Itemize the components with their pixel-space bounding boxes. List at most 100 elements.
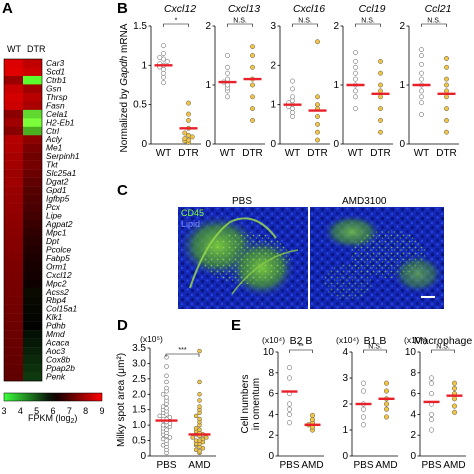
y-tick-label: 4 [410, 409, 416, 420]
category-label: WT [414, 148, 430, 159]
data-point [225, 76, 230, 82]
data-point [353, 88, 358, 94]
data-point [428, 411, 435, 417]
heatmap-cell-dtr [23, 177, 42, 187]
data-point [164, 58, 170, 64]
heatmap-cell-wt [4, 313, 23, 322]
data-point [160, 436, 166, 442]
data-point [353, 94, 358, 100]
data-point [161, 43, 166, 49]
significance-label: * [175, 18, 178, 25]
significance-bracket [292, 23, 318, 27]
data-point [286, 406, 293, 412]
data-point [451, 385, 458, 391]
significance-label: N.S. [233, 18, 247, 25]
heatmap-cell-dtr [23, 321, 42, 331]
y-tick-label: 8 [410, 368, 416, 379]
y-tick-label: 1.5 [133, 21, 147, 32]
gene-plot-5: 0 1 2 WT DTR N.S. Ccl21 [399, 3, 459, 159]
data-point [286, 411, 293, 417]
heatmap-gene-label: Mmd [46, 329, 65, 339]
category-label: WT [156, 148, 172, 159]
y-tick-label: 1.0 [132, 420, 146, 431]
plot-title: Ccl21 [425, 3, 452, 15]
data-point [197, 348, 202, 354]
cell-number-plot-3: 0 2 4 6 8 10 PBS AMD N.S.Macrophage(x10⁴) [404, 335, 472, 471]
plot-title: Cxcl16 [293, 3, 325, 15]
heatmap-cell-dtr [23, 364, 42, 373]
data-point [419, 100, 424, 106]
heatmap-cell-wt [4, 59, 23, 68]
y-tick-label: 0 [270, 139, 276, 150]
heatmap-gene-label: Gpd1 [46, 185, 67, 195]
heatmap-gene-label: Ctrb1 [46, 75, 66, 85]
plot-multiplier: (x10⁴) [262, 335, 285, 345]
data-point [182, 130, 188, 136]
data-point [157, 413, 162, 419]
data-point [378, 94, 383, 100]
y-tick-label: 6 [268, 389, 274, 400]
heatmap-cell-dtr [23, 211, 42, 221]
y-tick-label: 0 [342, 451, 348, 462]
heatmap-cell-dtr [23, 279, 42, 288]
significance-bracket [421, 23, 447, 27]
heatmap-cell-wt [4, 236, 23, 246]
heatmap-cell-dtr [23, 59, 42, 68]
data-point [383, 388, 390, 394]
category-label: WT [285, 148, 301, 159]
heatmap-cell-wt [4, 296, 23, 305]
data-point [225, 70, 230, 76]
data-point [419, 53, 424, 58]
heatmap-cell-dtr [23, 355, 42, 365]
y-tick-label: 1 [141, 60, 147, 71]
heatmap-cell-dtr [23, 313, 42, 322]
cell-number-plot-2: 0 1 2 3 4 PBS AMD N.S.B1 B (x10⁴) [336, 335, 398, 471]
heatmap-cell-wt [4, 347, 23, 356]
data-point [444, 64, 449, 70]
y-tick-label: 3.0 [132, 358, 146, 369]
significance-bracket [431, 349, 455, 353]
heatmap-gene-label: Acss2 [45, 287, 69, 297]
heatmap-gene-label: Acly [45, 134, 63, 144]
heatmap-gene-label: Lipe [46, 211, 62, 221]
y-tick-label: 2.5 [132, 374, 146, 385]
heatmap-gene-label: Serpinh1 [46, 151, 80, 161]
category-label: PBS [353, 460, 373, 471]
category-label: AMD [375, 460, 397, 471]
heatmap-cell-dtr [23, 126, 42, 136]
heatmap-cell-wt [4, 135, 23, 144]
panel-c-condition-pbs: PBS [232, 196, 252, 207]
data-point [444, 82, 449, 88]
heatmap-cell-wt [4, 355, 23, 365]
plot-title: Cxcl12 [164, 3, 196, 15]
plot-title: Cxcl13 [228, 3, 260, 15]
data-point [444, 56, 449, 61]
data-point [353, 50, 358, 55]
data-point [250, 64, 255, 70]
y-tick-label: 2 [333, 21, 339, 32]
milky-spot-plot: 0 0.5 1.0 1.5 2.0 2.5 3.0 3.5 PBS AMD *** [132, 343, 216, 471]
heatmap-gene-label: Me1 [46, 143, 62, 153]
heatmap-cell-dtr [23, 287, 42, 297]
y-tick-label: 4 [342, 347, 348, 358]
data-point [419, 88, 424, 94]
heatmap-cell-wt [4, 220, 23, 229]
heatmap-cell-wt [4, 287, 23, 297]
data-point [164, 385, 169, 391]
micrograph-legend-lipid: Lipid [181, 219, 200, 229]
y-tick-label: 0 [205, 139, 211, 150]
heatmap-gene-label: Penk [46, 372, 66, 382]
heatmap-cell-dtr [23, 92, 42, 102]
y-tick-label: 1.5 [132, 405, 146, 416]
heatmap-cell-wt [4, 203, 23, 212]
data-point [360, 388, 367, 394]
data-point [250, 106, 255, 112]
data-point [290, 86, 295, 92]
heatmap-cell-wt [4, 126, 23, 136]
heatmap-cell-wt [4, 211, 23, 221]
heatmap-gene-label: Acaca [45, 338, 70, 348]
colorbar-tick-label: 3 [1, 406, 6, 416]
heatmap-gene-label: Thrsp [46, 92, 68, 102]
colorbar-tick-label: 9 [99, 406, 104, 416]
data-point [378, 88, 383, 94]
